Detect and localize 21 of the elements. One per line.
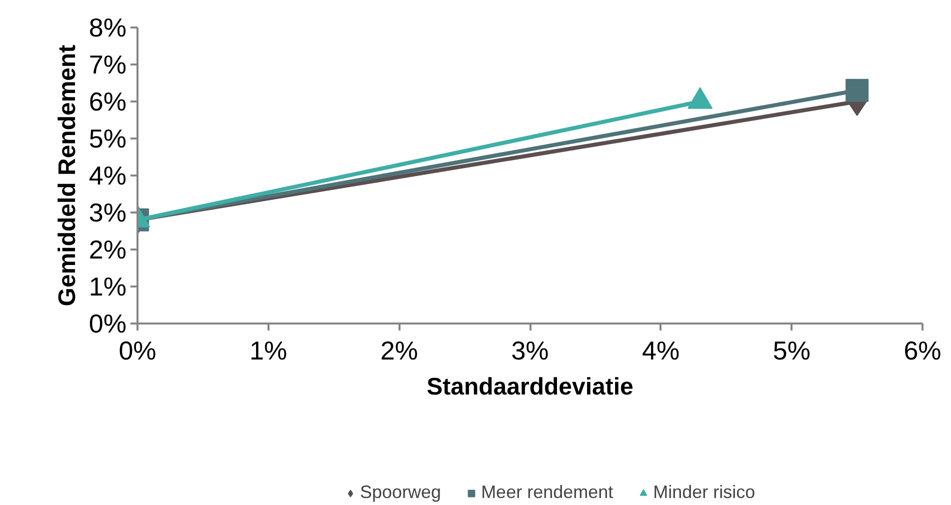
- x-tick-label: 5%: [772, 336, 810, 366]
- y-tick-label: 7%: [88, 50, 126, 80]
- y-tick-label: 4%: [88, 160, 126, 190]
- legend-label: Minder risico: [653, 482, 756, 503]
- x-tick-label: 6%: [904, 336, 942, 366]
- x-tick-label: 1%: [250, 336, 288, 366]
- y-axis-title: Gemiddeld Rendement: [54, 44, 81, 306]
- x-tick-label: 0%: [118, 336, 156, 366]
- x-tick-label: 3%: [511, 336, 549, 366]
- x-tick-label: 4%: [642, 336, 680, 366]
- legend-label: Spoorweg: [360, 482, 442, 503]
- y-tick-label: 0%: [88, 308, 126, 338]
- x-tick-label: 2%: [380, 336, 418, 366]
- legend-label: Meer rendement: [481, 482, 614, 503]
- y-tick-label: 5%: [88, 124, 126, 154]
- y-tick-label: 1%: [88, 272, 126, 302]
- y-tick-label: 2%: [88, 234, 126, 264]
- y-tick-label: 3%: [88, 198, 126, 228]
- y-tick-label: 6%: [88, 86, 126, 116]
- x-axis-title: Standaarddeviatie: [426, 374, 634, 400]
- y-tick-label: 8%: [88, 12, 126, 42]
